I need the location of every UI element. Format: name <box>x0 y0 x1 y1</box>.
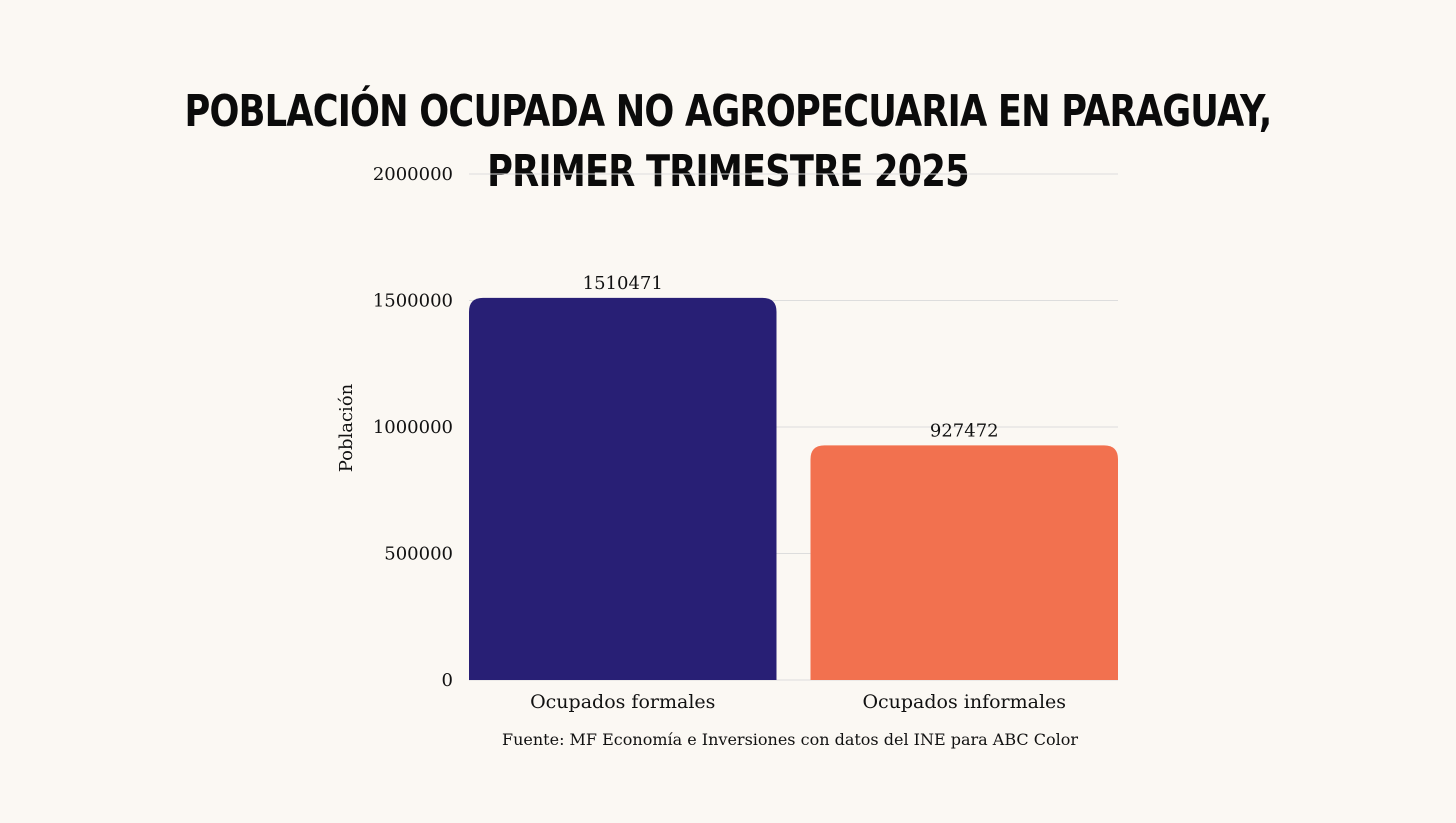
x-axis-ticks: Ocupados formales Ocupados informales <box>530 691 1066 713</box>
bar-ocupados-formales <box>469 297 777 680</box>
y-axis-ticks: 0 500000 1000000 1500000 2000000 <box>373 164 453 691</box>
bar-value-label: 1510471 <box>583 273 663 294</box>
chart-source-note: Fuente: MF Economía e Inversiones con da… <box>501 730 1078 749</box>
bars <box>469 297 1118 680</box>
x-tick-label: Ocupados informales <box>862 691 1066 713</box>
y-tick-label: 1500000 <box>373 291 453 312</box>
bar-value-label: 927472 <box>930 420 999 441</box>
y-tick-label: 500000 <box>384 544 453 565</box>
y-axis-label: Población <box>336 383 357 472</box>
y-tick-label: 2000000 <box>373 164 453 185</box>
x-tick-label: Ocupados formales <box>530 691 715 713</box>
y-tick-label: 1000000 <box>373 417 453 438</box>
data-labels: 1510471 927472 <box>583 273 999 441</box>
y-tick-label: 0 <box>442 670 453 691</box>
chart-title: Población ocupada no agropecuaria en Par… <box>184 86 1272 197</box>
bar-ocupados-informales <box>810 445 1118 680</box>
